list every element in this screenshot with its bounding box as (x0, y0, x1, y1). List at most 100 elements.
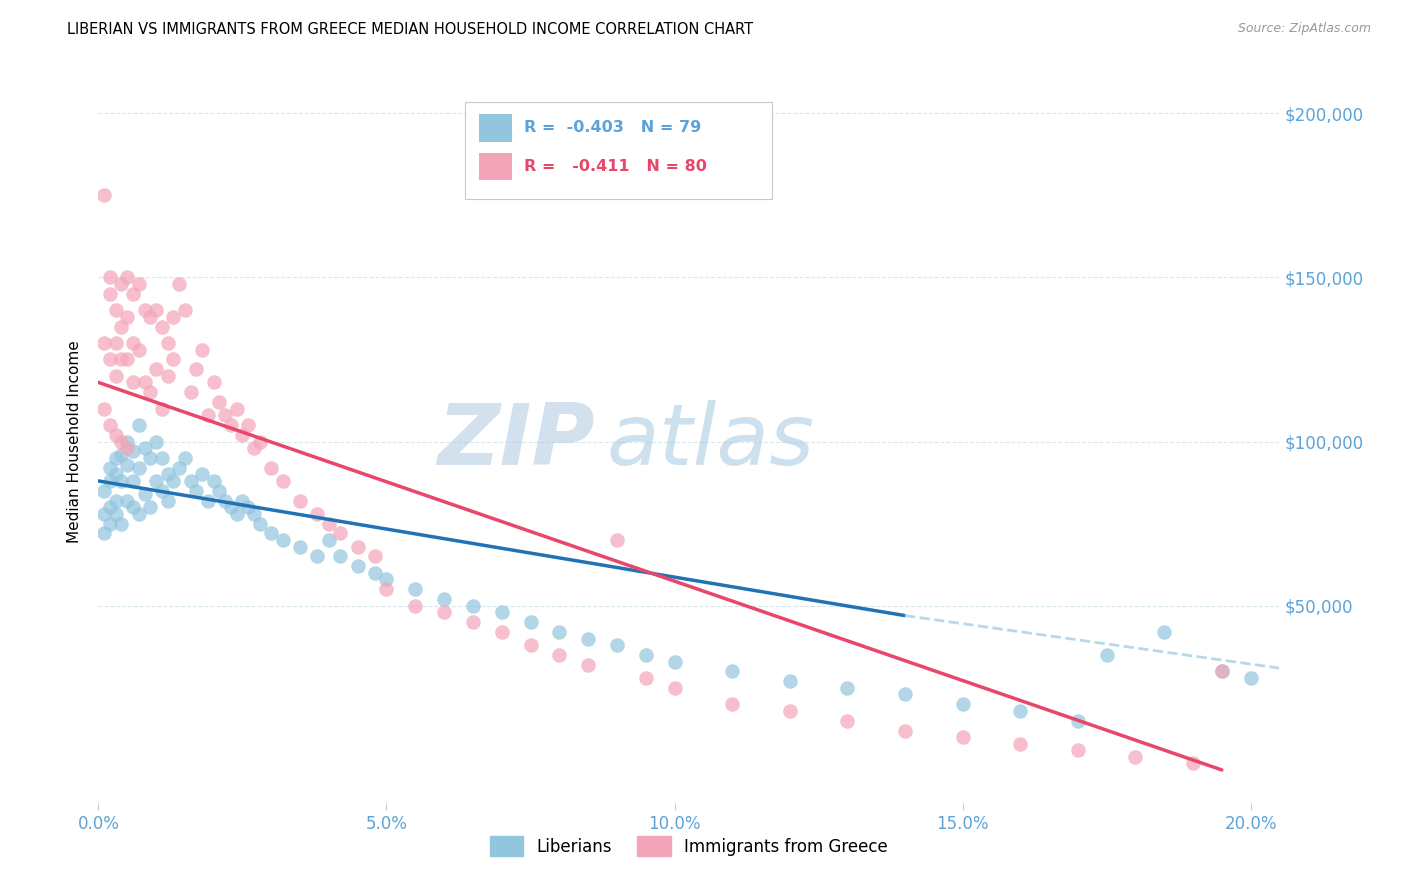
Point (134, 487, 156, 501)
Point (162, 310, 184, 324)
Point (219, 500, 242, 515)
Point (98, 270, 121, 285)
Point (93, 526, 115, 541)
Point (364, 566, 387, 580)
Point (150, 319, 173, 334)
Point (576, 632, 599, 646)
Point (128, 418, 150, 433)
Point (837, 714, 859, 728)
Point (110, 277, 132, 291)
Point (238, 418, 260, 433)
Point (202, 376, 225, 390)
Point (145, 362, 167, 376)
Point (219, 418, 242, 433)
Bar (478, 153, 512, 180)
Point (115, 434, 138, 449)
Point (156, 467, 179, 482)
Point (115, 352, 138, 367)
Point (548, 648, 571, 662)
Point (104, 450, 127, 465)
Point (98, 352, 121, 367)
Text: LIBERIAN VS IMMIGRANTS FROM GREECE MEDIAN HOUSEHOLD INCOME CORRELATION CHART: LIBERIAN VS IMMIGRANTS FROM GREECE MEDIA… (67, 22, 754, 37)
Point (134, 376, 156, 390)
Point (93, 507, 115, 521)
Point (139, 310, 162, 324)
Point (110, 516, 132, 531)
Text: atlas: atlas (606, 400, 814, 483)
Point (779, 704, 801, 718)
Point (214, 493, 236, 508)
Point (1211, 665, 1233, 679)
Point (104, 368, 127, 383)
Point (128, 343, 150, 357)
Point (375, 582, 398, 597)
Point (329, 526, 352, 541)
Point (461, 615, 484, 630)
Point (110, 352, 132, 367)
Point (162, 352, 184, 367)
Point (173, 450, 195, 465)
Point (134, 441, 156, 455)
Point (519, 615, 541, 630)
Point (1095, 648, 1118, 662)
Point (98, 474, 121, 488)
Point (1240, 671, 1263, 685)
Point (104, 336, 127, 351)
Point (122, 474, 145, 488)
Point (433, 592, 456, 607)
Point (214, 409, 236, 423)
Point (249, 434, 271, 449)
Point (150, 401, 173, 416)
Text: R =  -0.403   N = 79: R = -0.403 N = 79 (523, 120, 700, 136)
Point (1182, 756, 1205, 771)
Point (249, 516, 271, 531)
Point (156, 336, 179, 351)
Point (721, 698, 744, 712)
Point (173, 303, 195, 318)
Point (93, 188, 115, 202)
Point (225, 401, 247, 416)
Point (634, 648, 657, 662)
Point (208, 395, 231, 409)
Point (364, 549, 387, 564)
Point (260, 526, 283, 541)
Point (110, 434, 132, 449)
Point (128, 507, 150, 521)
Point (98, 516, 121, 531)
Text: R =   -0.411   N = 80: R = -0.411 N = 80 (523, 159, 706, 174)
Point (104, 303, 127, 318)
Point (779, 674, 801, 689)
Point (139, 385, 162, 400)
Point (231, 428, 253, 442)
Point (110, 448, 132, 462)
Point (519, 638, 541, 652)
Point (98, 286, 121, 301)
Point (404, 582, 426, 597)
Point (260, 460, 283, 475)
Point (167, 460, 190, 475)
Point (894, 723, 917, 738)
Point (202, 474, 225, 488)
Point (110, 474, 132, 488)
Point (122, 500, 145, 515)
Point (197, 493, 219, 508)
Point (186, 362, 208, 376)
Point (122, 286, 145, 301)
Point (243, 441, 266, 455)
Point (271, 533, 294, 547)
Point (162, 474, 184, 488)
Point (461, 599, 484, 613)
Point (145, 434, 167, 449)
Point (231, 493, 253, 508)
Text: Source: ZipAtlas.com: Source: ZipAtlas.com (1237, 22, 1371, 36)
Point (139, 450, 162, 465)
Point (156, 493, 179, 508)
Point (104, 507, 127, 521)
Point (128, 277, 150, 291)
Point (208, 483, 231, 498)
Point (115, 493, 138, 508)
Point (288, 540, 311, 554)
Point (1067, 714, 1090, 728)
Point (1211, 665, 1233, 679)
Legend: Liberians, Immigrants from Greece: Liberians, Immigrants from Greece (484, 830, 894, 863)
